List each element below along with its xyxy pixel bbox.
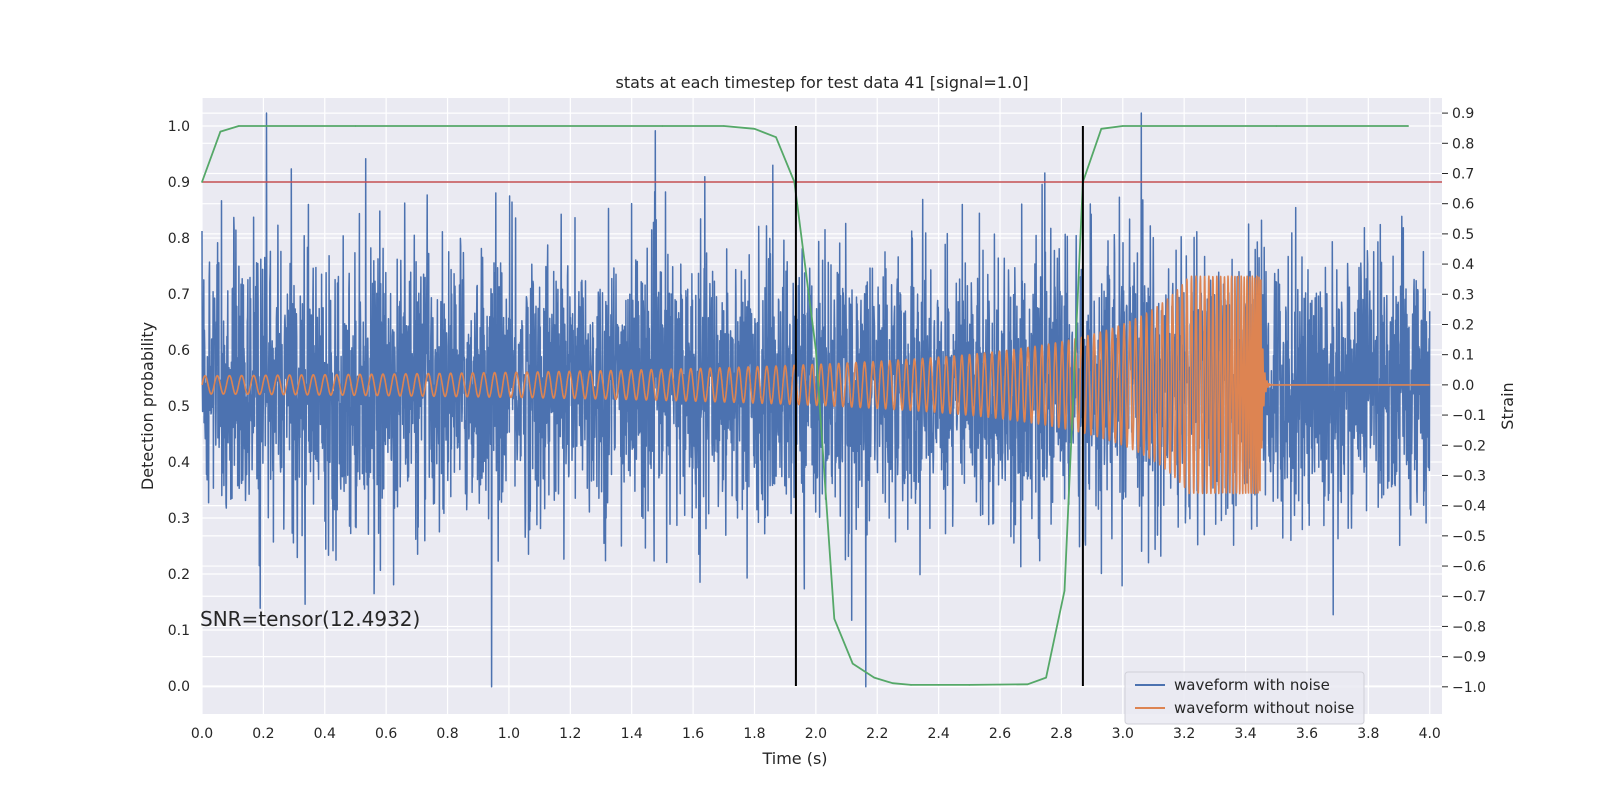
probability-point [238, 125, 240, 127]
y-axis-left-label: Detection probability [138, 322, 157, 490]
x-tick-label: 2.0 [805, 726, 827, 742]
y-right-tick-label: 0.0 [1452, 378, 1474, 394]
probability-point [1122, 125, 1124, 127]
probability-point [968, 684, 971, 686]
y-left-tick-label: 0.1 [168, 623, 190, 639]
y-left-tick-label: 1.0 [168, 119, 190, 135]
probability-point [891, 682, 894, 684]
y-left-tick-label: 0.4 [168, 455, 190, 471]
y-left-tick-label: 0.5 [168, 399, 190, 415]
x-tick-label: 0.0 [191, 726, 213, 742]
probability-point [910, 684, 912, 686]
y-right-tick-label: 0.9 [1452, 106, 1474, 122]
y-left-tick-label: 0.3 [168, 511, 190, 527]
y-right-tick-label: 0.6 [1452, 197, 1474, 213]
x-tick-label: 3.8 [1357, 726, 1379, 742]
y-axis-right-label: Strain [1498, 382, 1517, 429]
probability-point [753, 128, 756, 130]
y-left-tick-label: 0.9 [168, 175, 190, 191]
probability-point [1407, 125, 1409, 127]
clean-waveform-series [201, 275, 1431, 495]
x-tick-label: 2.4 [928, 726, 950, 742]
x-tick-label: 3.4 [1234, 726, 1256, 742]
y-right-tick-label: −0.6 [1452, 559, 1486, 575]
snr-annotation: SNR=tensor(12.4932) [200, 607, 420, 631]
clean-waveform-line [201, 275, 1431, 495]
x-tick-label: 3.6 [1296, 726, 1318, 742]
legend: waveform with noise waveform without noi… [1124, 671, 1365, 725]
y-right-tick-label: 0.7 [1452, 166, 1474, 182]
probability-point [723, 125, 725, 127]
y-right-tick-label: −0.2 [1452, 438, 1486, 454]
y-right-tick-label: −0.3 [1452, 468, 1486, 484]
y-left-tick-label: 0.7 [168, 287, 190, 303]
y-right-tick-label: −1.0 [1452, 680, 1486, 696]
probability-point [775, 136, 777, 138]
x-tick-label: 0.4 [314, 726, 336, 742]
probability-point [1275, 125, 1278, 127]
probability-point [201, 181, 203, 183]
x-tick-label: 1.4 [621, 726, 643, 742]
legend-box [1124, 671, 1365, 725]
x-tick-label: 0.8 [436, 726, 458, 742]
legend-label-waveform-without-noise: waveform without noise [1174, 699, 1354, 717]
y-right-tick-label: 0.2 [1452, 317, 1474, 333]
x-tick-label: 2.6 [989, 726, 1011, 742]
probability-point [354, 125, 357, 127]
window-markers [794, 126, 1084, 686]
y-left-tick-label: 0.8 [168, 231, 190, 247]
y-right-tick-label: 0.4 [1452, 257, 1474, 273]
probability-point [219, 130, 222, 133]
y-left-tick-label: 0.0 [168, 679, 190, 695]
probability-point [833, 618, 836, 620]
legend-label-waveform-with-noise: waveform with noise [1174, 676, 1330, 694]
probability-point [661, 125, 664, 127]
y-right-tick-label: −0.5 [1452, 529, 1486, 545]
x-tick-label: 1.6 [682, 726, 704, 742]
y-right-tick-label: 0.1 [1452, 348, 1474, 364]
x-tick-label: 2.8 [1050, 726, 1072, 742]
probability-point [1063, 590, 1066, 592]
probability-point [508, 125, 510, 127]
probability-point [851, 662, 854, 665]
probability-point [1100, 128, 1103, 130]
x-tick-label: 1.0 [498, 726, 520, 742]
x-tick-label: 0.6 [375, 726, 397, 742]
axes: 0.0 0.2 0.4 0.6 0.8 1.0 1.2 1.4 1.6 1.8 2.0 2.2 2.4 2… [168, 106, 1486, 742]
probability-point [1026, 683, 1029, 686]
y-left-tick-label: 0.2 [168, 567, 190, 583]
probability-point [815, 349, 817, 351]
x-tick-label: 3.2 [1173, 726, 1195, 742]
x-tick-label: 3.0 [1112, 726, 1134, 742]
y-left-tick-label: 0.6 [168, 343, 190, 359]
x-tick-label: 2.2 [866, 726, 888, 742]
y-right-tick-label: 0.5 [1452, 227, 1474, 243]
y-right-tick-label: −0.9 [1452, 650, 1486, 666]
x-tick-label: 0.2 [252, 726, 274, 742]
y-right-tick-label: −0.8 [1452, 619, 1486, 635]
y-right-tick-label: 0.3 [1452, 287, 1474, 303]
y-right-tick-label: 0.8 [1452, 136, 1474, 152]
y-right-tick-label: −0.7 [1452, 589, 1486, 605]
y-right-tick-label: −0.4 [1452, 499, 1486, 515]
x-axis-label: Time (s) [761, 749, 827, 768]
x-tick-label: 1.2 [559, 726, 581, 742]
chart-title: stats at each timestep for test data 41 … [616, 73, 1029, 92]
probability-point [1045, 676, 1047, 679]
probability-point [873, 676, 875, 679]
probability-point [793, 181, 796, 183]
x-tick-label: 4.0 [1419, 726, 1441, 742]
y-right-tick-label: −0.1 [1452, 408, 1486, 424]
x-tick-label: 1.8 [743, 726, 765, 742]
